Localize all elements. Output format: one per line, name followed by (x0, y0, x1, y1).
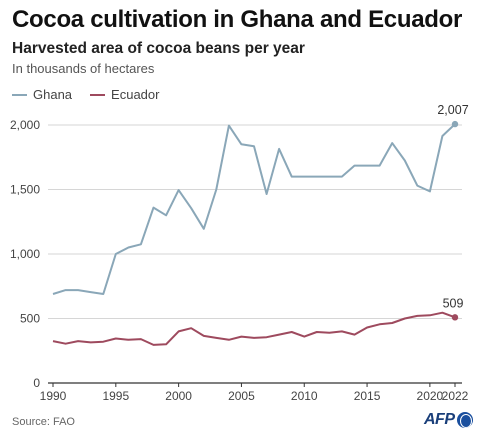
x-tick-label: 2015 (354, 389, 381, 403)
x-tick-label: 1995 (102, 389, 129, 403)
y-tick-label: 2,000 (10, 118, 40, 132)
series-line-ghana (52, 123, 456, 295)
legend-item-ghana: Ghana (12, 87, 72, 102)
afp-logo-icon (456, 412, 473, 428)
end-label-ecuador: 509 (443, 296, 464, 310)
legend-label-ghana: Ghana (33, 87, 73, 102)
source-note: Source: FAO (12, 416, 75, 428)
line-chart: 0 500 1,000 1,500 2,000 1990 1995 2000 2005 2010 2… (10, 103, 469, 403)
legend: Ghana Ecuador (12, 87, 159, 102)
x-tick-label: 2020 (417, 389, 444, 403)
legend-swatch-ecuador (90, 93, 106, 96)
x-tick-label: 2022 (442, 389, 469, 403)
x-tick-label: 1990 (40, 389, 67, 403)
y-tick-label: 1,000 (10, 247, 40, 261)
y-tick-label: 1,500 (10, 183, 40, 197)
chart-subtitle: Harvested area of cocoa beans per year (12, 40, 305, 57)
end-point-ghana (451, 120, 459, 128)
afp-logo-text: AFP (424, 411, 455, 428)
chart-unit: In thousands of hectares (12, 61, 155, 76)
y-tick-label: 0 (33, 376, 40, 390)
legend-item-ecuador: Ecuador (90, 87, 159, 102)
x-tick-label: 2010 (291, 389, 318, 403)
y-tick-label: 500 (20, 312, 40, 326)
end-point-ecuador (451, 314, 459, 321)
legend-swatch-ghana (12, 93, 27, 96)
legend-label-ecuador: Ecuador (111, 87, 160, 102)
series-line-ecuador (52, 311, 456, 346)
x-tick-label: 2000 (165, 389, 192, 403)
chart-title: Cocoa cultivation in Ghana and Ecuador (12, 6, 463, 33)
x-tick-label: 2005 (228, 389, 255, 403)
end-label-ghana: 2,007 (437, 103, 468, 117)
afp-logo: AFP (424, 411, 473, 429)
